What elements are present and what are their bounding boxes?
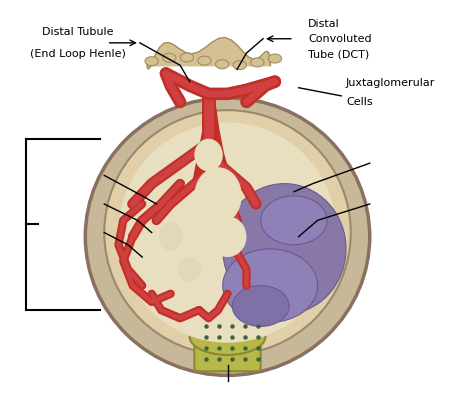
Ellipse shape (85, 98, 370, 375)
Ellipse shape (198, 56, 211, 65)
Ellipse shape (209, 216, 246, 257)
Ellipse shape (118, 122, 337, 343)
Ellipse shape (180, 53, 193, 62)
Text: (End Loop Henle): (End Loop Henle) (30, 49, 126, 59)
Ellipse shape (223, 184, 346, 314)
Ellipse shape (190, 318, 265, 355)
Ellipse shape (233, 61, 246, 70)
Text: Juxtaglomerular: Juxtaglomerular (346, 78, 436, 88)
Ellipse shape (163, 53, 176, 62)
Ellipse shape (261, 196, 327, 245)
Ellipse shape (104, 110, 351, 355)
Ellipse shape (145, 57, 158, 66)
Ellipse shape (194, 139, 223, 171)
FancyBboxPatch shape (194, 314, 261, 371)
Ellipse shape (216, 60, 229, 69)
Text: Convoluted: Convoluted (308, 34, 372, 44)
Text: Cells: Cells (346, 97, 373, 107)
Text: Distal: Distal (308, 18, 340, 29)
Ellipse shape (251, 58, 264, 67)
Ellipse shape (194, 167, 242, 224)
Ellipse shape (159, 222, 182, 251)
Ellipse shape (223, 249, 318, 322)
Text: Tube (DCT): Tube (DCT) (308, 50, 369, 60)
Ellipse shape (178, 257, 201, 282)
Text: Distal Tubule: Distal Tubule (43, 27, 114, 37)
Ellipse shape (268, 54, 282, 63)
Ellipse shape (232, 286, 289, 326)
